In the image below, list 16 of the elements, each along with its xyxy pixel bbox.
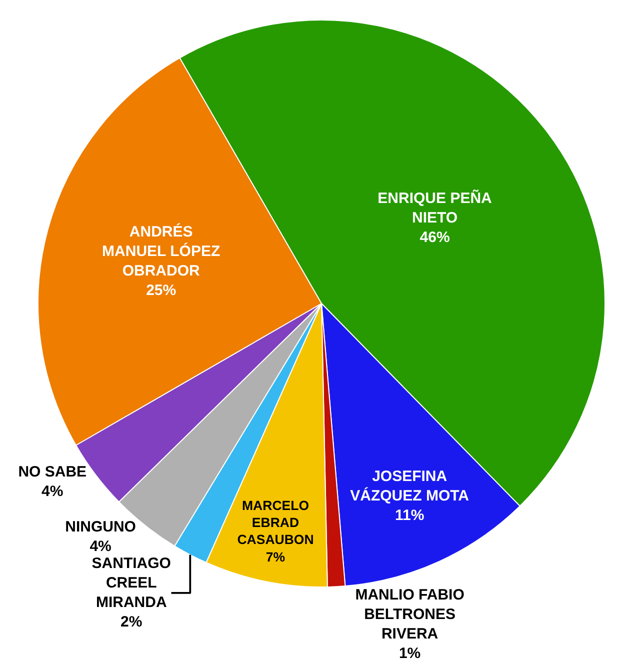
slice-label: JOSEFINA VÁZQUEZ MOTA [350,468,470,505]
slice-label: NINGUNO [65,518,136,536]
slice-label: SANTIAGO CREEL MIRANDA [92,555,172,612]
slice-label: MANLIO FABIO BELTRONES RIVERA [355,586,465,643]
data-label: 2% [120,614,142,631]
data-label: 25% [146,282,176,299]
slice-label: NO SABE [18,463,87,480]
data-label: 4% [42,482,64,500]
data-label: 11% [394,507,424,524]
slice-label: ANDRÉS MANUEL LÓPEZ OBRADOR [102,222,220,280]
data-label: 4% [90,538,112,556]
data-label: 46% [420,228,450,246]
slice-label: MARCELO EBRAD CASAUBON [237,498,314,548]
data-label: 7% [266,549,286,564]
slice-label: ENRIQUE PEÑA NIETO [378,188,492,226]
data-label: 1% [398,645,421,662]
